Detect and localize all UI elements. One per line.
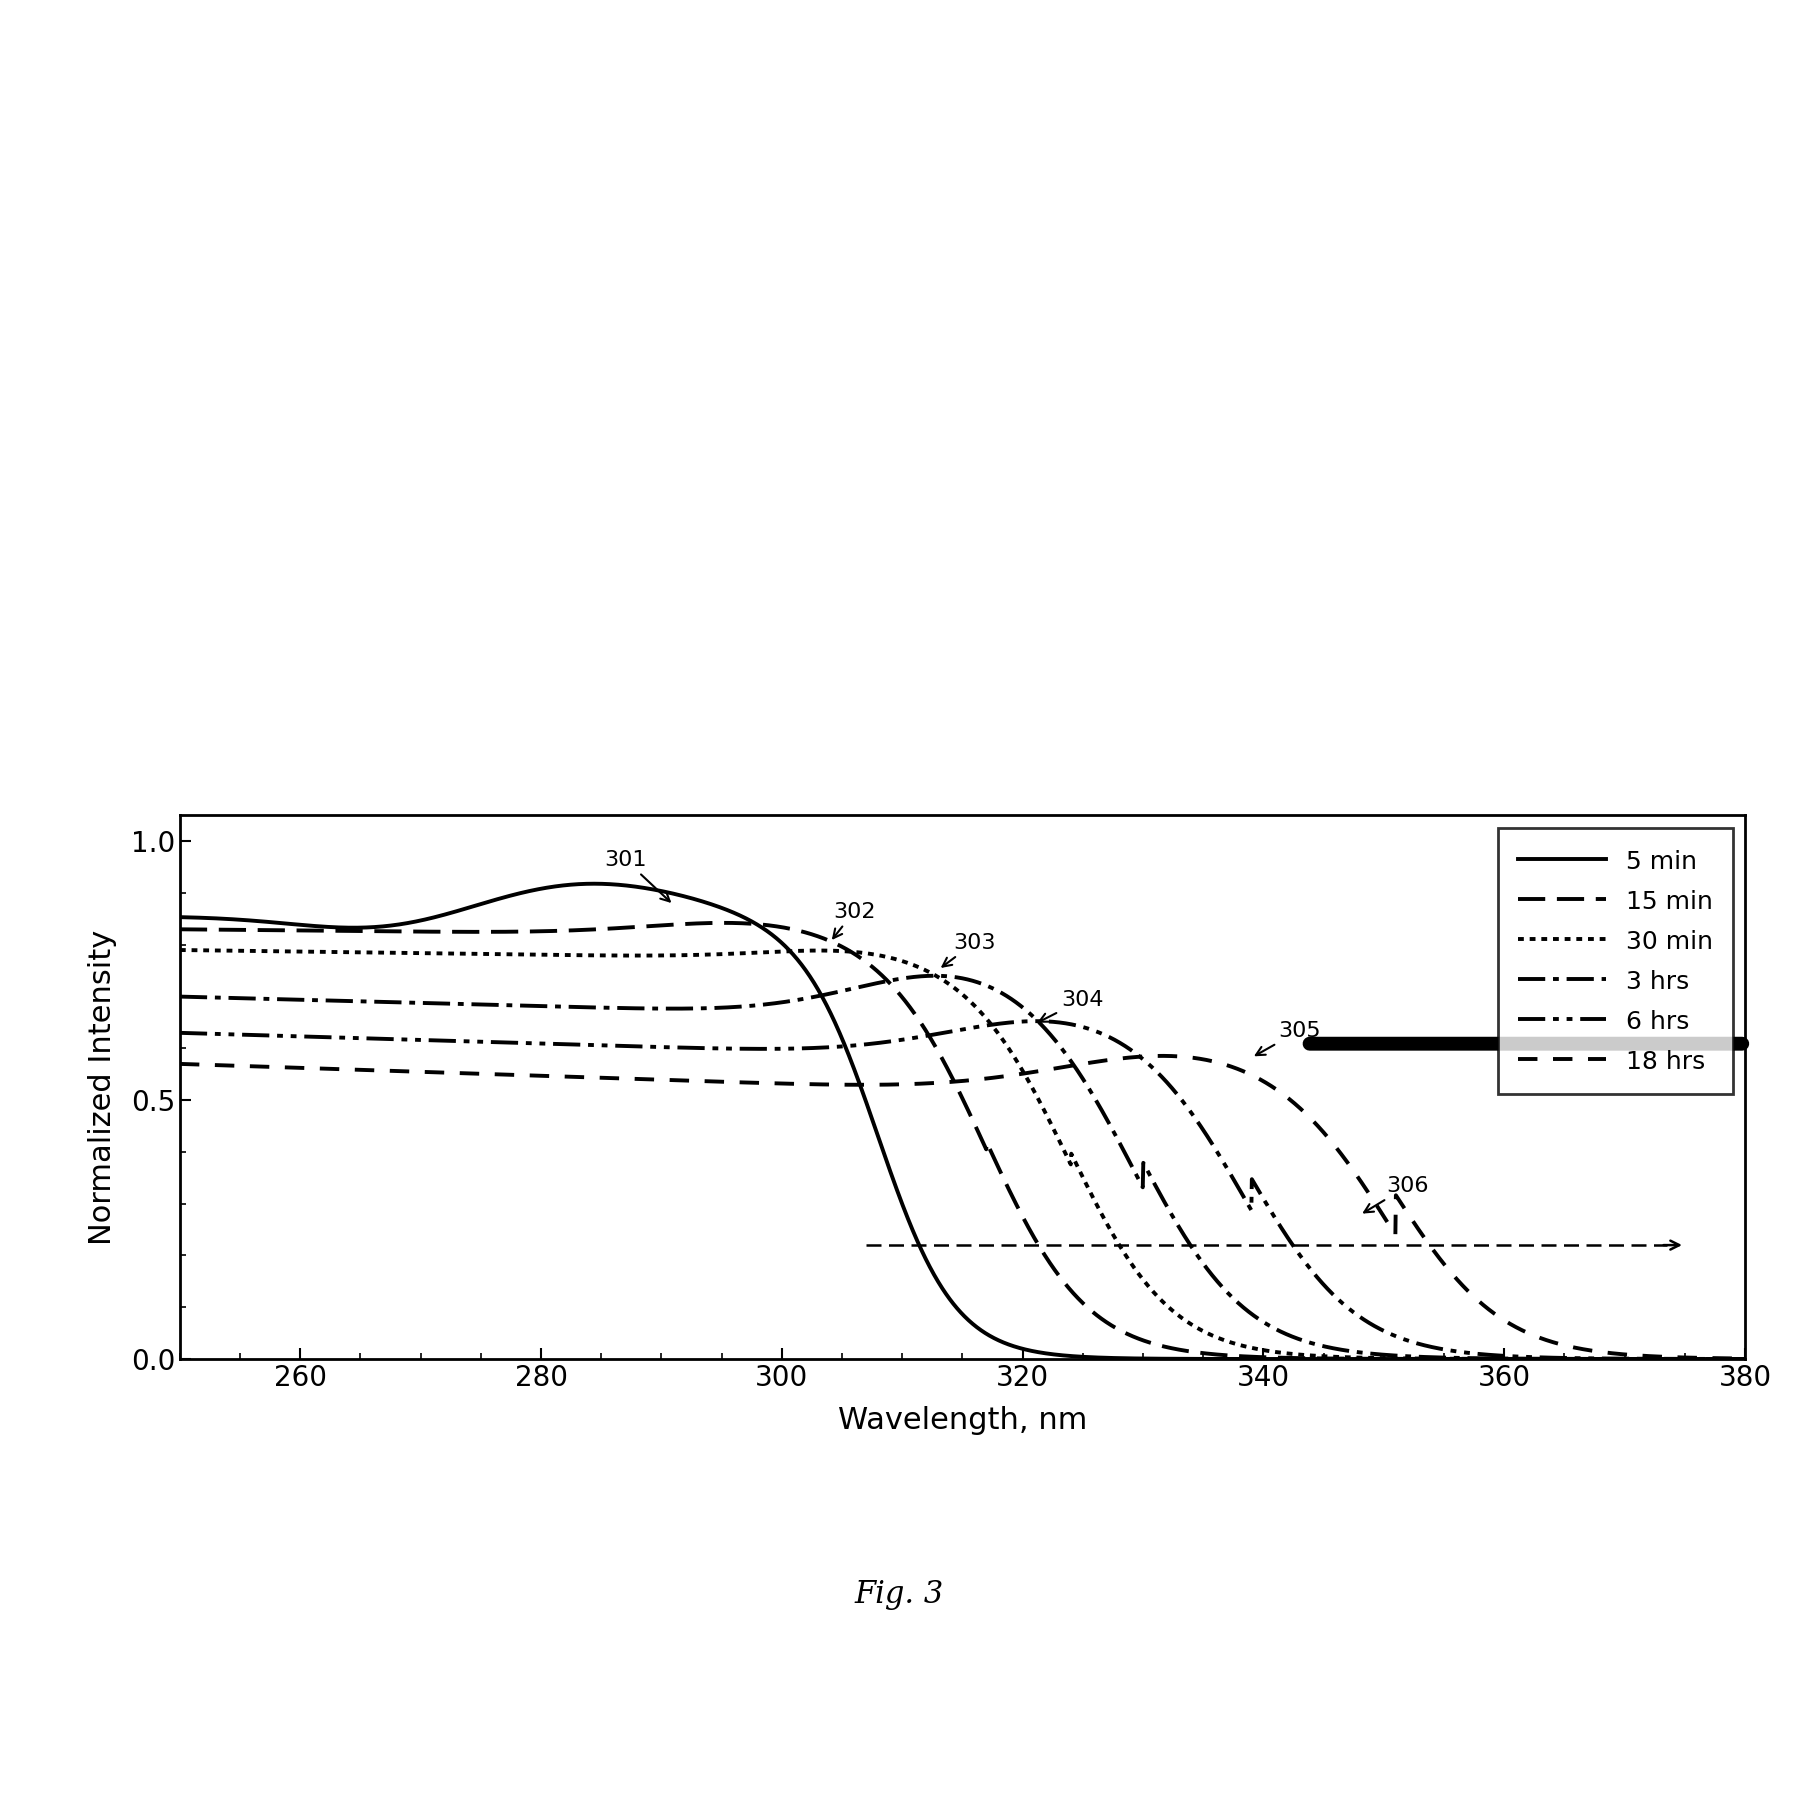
- X-axis label: Wavelength, nm: Wavelength, nm: [838, 1406, 1086, 1435]
- Text: 301: 301: [604, 850, 669, 901]
- Text: 306: 306: [1363, 1176, 1428, 1212]
- Text: 305: 305: [1255, 1020, 1320, 1055]
- Legend: 5 min, 15 min, 30 min, 3 hrs, 6 hrs, 18 hrs: 5 min, 15 min, 30 min, 3 hrs, 6 hrs, 18 …: [1498, 828, 1731, 1094]
- Text: 304: 304: [1039, 989, 1104, 1022]
- Text: 303: 303: [942, 933, 996, 966]
- Text: Fig. 3: Fig. 3: [854, 1578, 944, 1611]
- Text: 302: 302: [832, 902, 876, 939]
- Y-axis label: Normalized Intensity: Normalized Intensity: [88, 930, 117, 1245]
